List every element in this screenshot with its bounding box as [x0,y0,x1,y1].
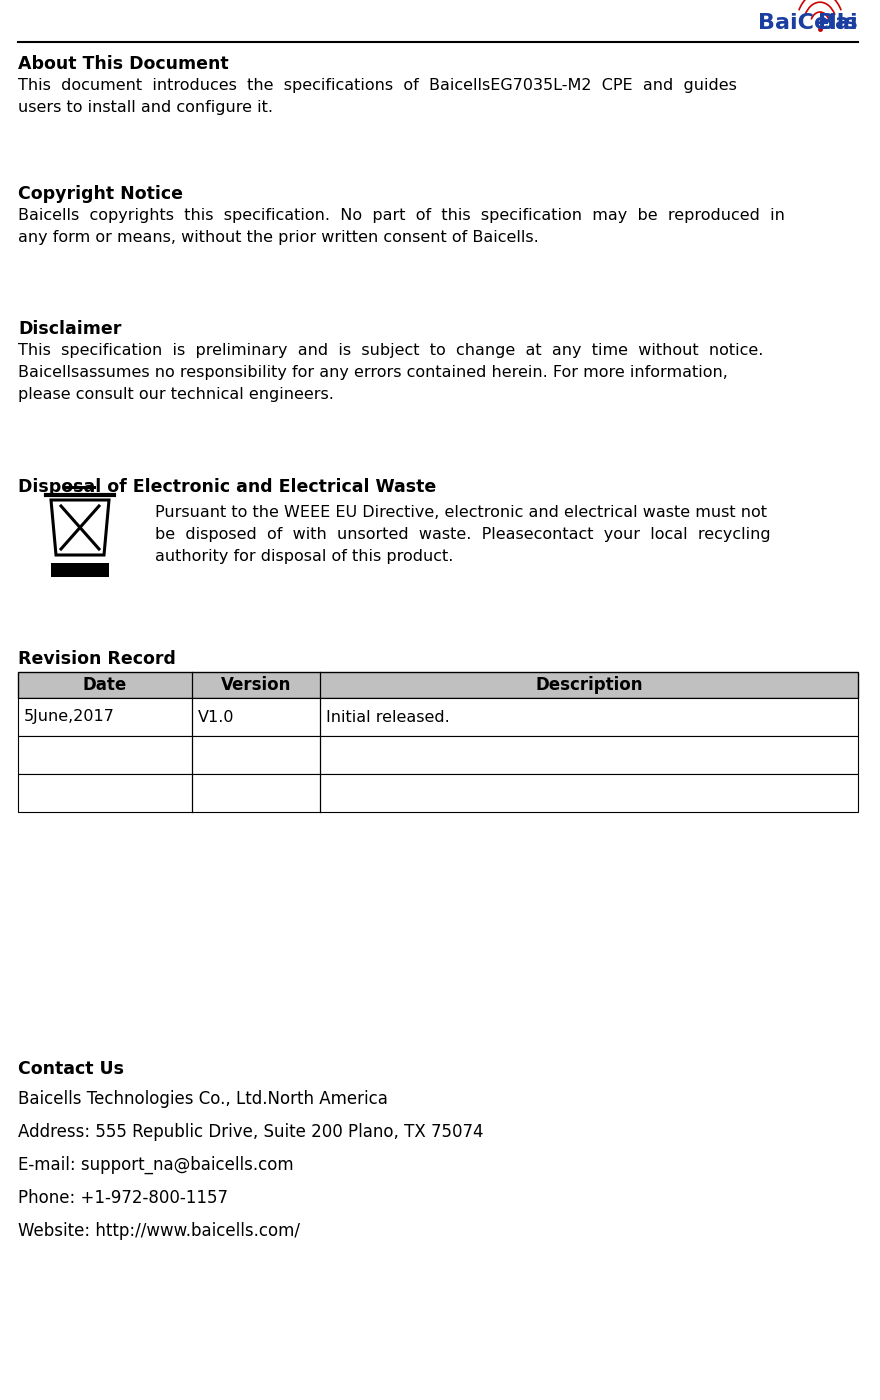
Text: BaiCells: BaiCells [759,13,858,34]
Text: This  document  introduces  the  specifications  of  BaicellsEG7035L-M2  CPE  an: This document introduces the specificati… [18,78,737,92]
Text: Description: Description [535,676,642,694]
Bar [51,563,109,577]
Text: users to install and configure it.: users to install and configure it. [18,99,273,115]
Text: Baicellsassumes no responsibility for any errors contained herein. For more info: Baicellsassumes no responsibility for an… [18,365,728,379]
Text: authority for disposal of this product.: authority for disposal of this product. [155,549,453,564]
Text: Phone: +1-972-800-1157: Phone: +1-972-800-1157 [18,1189,228,1207]
Text: any form or means, without the prior written consent of Baicells.: any form or means, without the prior wri… [18,230,539,245]
Text: Baicells Technologies Co., Ltd.North America: Baicells Technologies Co., Ltd.North Ame… [18,1091,388,1107]
Text: Website: http://www.baicells.com/: Website: http://www.baicells.com/ [18,1222,300,1240]
Text: Bai: Bai [818,13,858,34]
Text: Copyright Notice: Copyright Notice [18,185,183,203]
Text: Version: Version [221,676,291,694]
Text: Address: 555 Republic Drive, Suite 200 Plano, TX 75074: Address: 555 Republic Drive, Suite 200 P… [18,1123,483,1141]
Bar [18,699,858,736]
Text: Baicells  copyrights  this  specification.  No  part  of  this  specification  m: Baicells copyrights this specification. … [18,209,785,223]
Text: Initial released.: Initial released. [326,710,450,725]
Text: This  specification  is  preliminary  and  is  subject  to  change  at  any  tim: This specification is preliminary and is… [18,343,763,358]
Text: be  disposed  of  with  unsorted  waste.  Pleasecontact  your  local  recycling: be disposed of with unsorted waste. Plea… [155,526,771,542]
Text: V1.0: V1.0 [198,710,234,725]
Text: E-mail: support_na@baicells.com: E-mail: support_na@baicells.com [18,1156,294,1175]
Text: Disclaimer: Disclaimer [18,321,121,337]
Text: Revision Record: Revision Record [18,650,176,668]
Text: Pursuant to the WEEE EU Directive, electronic and electrical waste must not: Pursuant to the WEEE EU Directive, elect… [155,505,767,519]
Text: Contact Us: Contact Us [18,1060,124,1078]
Text: Disposal of Electronic and Electrical Waste: Disposal of Electronic and Electrical Wa… [18,477,436,496]
Text: please consult our technical engineers.: please consult our technical engineers. [18,386,334,402]
Bar [18,774,858,812]
Text: Date: Date [83,676,127,694]
Bar [18,736,858,774]
Text: 5June,2017: 5June,2017 [24,710,115,725]
Text: About This Document: About This Document [18,55,229,73]
Bar [18,672,858,699]
